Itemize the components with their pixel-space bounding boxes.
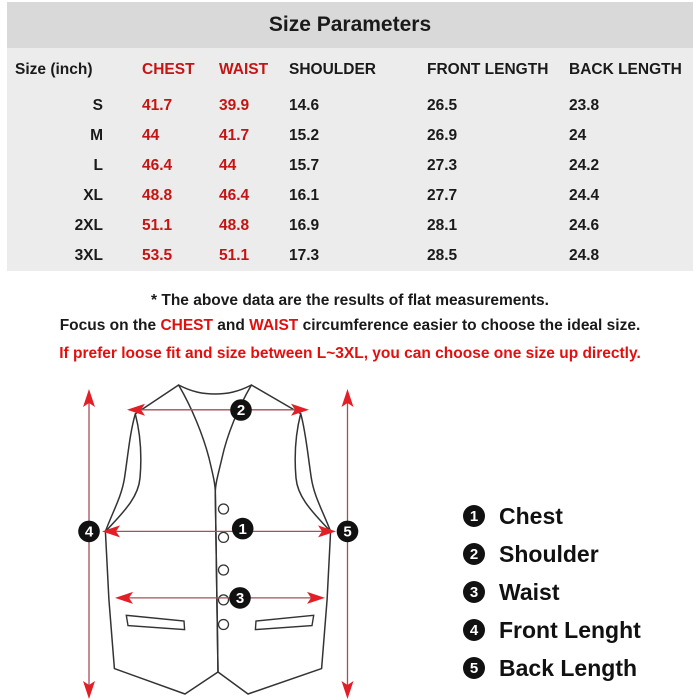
svg-text:2: 2 <box>237 402 245 419</box>
svg-text:3: 3 <box>236 590 244 607</box>
svg-text:4: 4 <box>85 524 94 541</box>
svg-text:5: 5 <box>343 524 351 541</box>
svg-text:1: 1 <box>239 521 247 538</box>
